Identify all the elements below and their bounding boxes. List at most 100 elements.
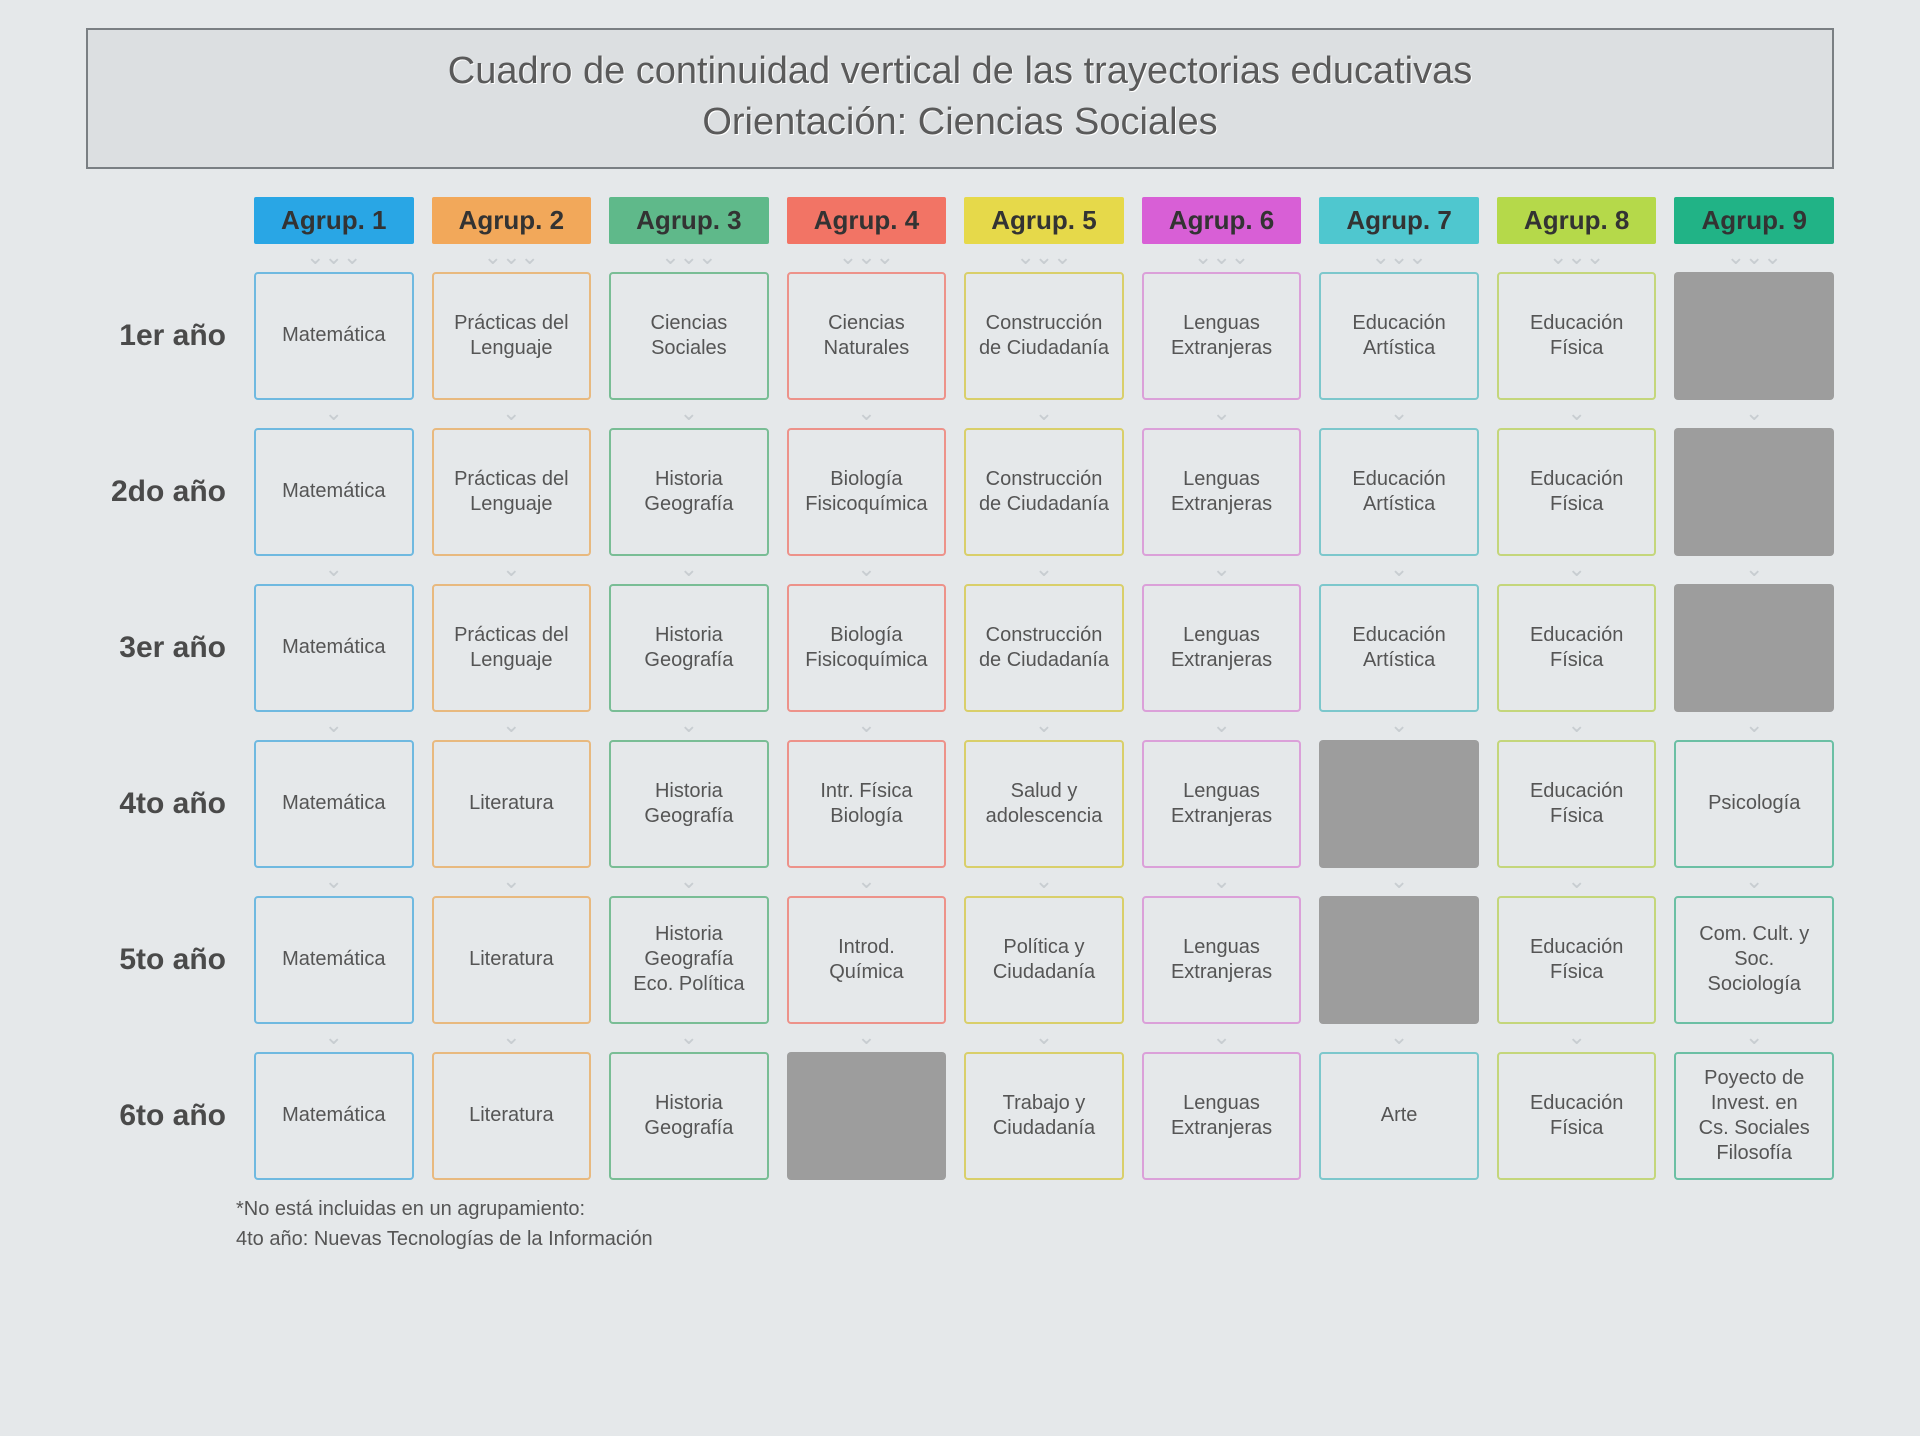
subject-cell: Com. Cult. y Soc. Sociología [1674,896,1834,1024]
subject-cell: Arte [1319,1052,1479,1180]
chevron-down-icon: ⌄ [432,712,592,740]
chevron-down-icon: ⌄ [964,868,1124,896]
subject-cell: Matemática [254,740,414,868]
subject-cell: Historia Geografía [609,1052,769,1180]
empty-cell [1674,272,1834,400]
title-line-2: Orientación: Ciencias Sociales [108,97,1812,148]
footnote: *No está incluidas en un agrupamiento: 4… [86,1194,1834,1254]
row-header: 3er año [86,631,236,665]
chevron-down-icon: ⌄ [1497,712,1657,740]
subject-cell: Matemática [254,896,414,1024]
chevron-down-icon: ⌄ [964,556,1124,584]
chevron-down-icon: ⌄ [609,400,769,428]
subject-cell: Historia Geografía [609,584,769,712]
chevron-down-icon: ⌄ [1497,556,1657,584]
chevron-down-icon: ⌄ [787,400,947,428]
title-line-1: Cuadro de continuidad vertical de las tr… [108,46,1812,97]
chevron-down-icon: ⌄ [254,1024,414,1052]
subject-cell: Prácticas del Lenguaje [432,428,592,556]
chevron-down-icon: ⌄ [1142,400,1302,428]
subject-cell: Historia Geografía [609,428,769,556]
subject-cell: Prácticas del Lenguaje [432,584,592,712]
chevron-down-icon: ⌄ [1319,712,1479,740]
subject-cell: Introd. Química [787,896,947,1024]
column-header: Agrup. 8 [1497,197,1657,244]
chevron-down-icon: ⌄ [1319,868,1479,896]
subject-cell: Lenguas Extranjeras [1142,740,1302,868]
subject-cell: Ciencias Sociales [609,272,769,400]
subject-cell: Matemática [254,428,414,556]
chevron-down-icon: ⌄ [787,556,947,584]
subject-cell: Educación Física [1497,740,1657,868]
chevron-down-icon: ⌄ [432,556,592,584]
curriculum-grid: Agrup. 1 Agrup. 2 Agrup. 3 Agrup. 4 Agrup. 5… [86,197,1834,1180]
column-header: Agrup. 6 [1142,197,1302,244]
subject-cell: Construcción de Ciudadanía [964,428,1124,556]
row-header: 1er año [86,319,236,353]
chevron-down-icon: ⌄ [1142,1024,1302,1052]
chevron-down-icon: ⌄ [1674,868,1834,896]
column-header: Agrup. 4 [787,197,947,244]
arrow-spacer [86,1037,236,1038]
chevron-down-icon: ⌄ [964,712,1124,740]
chevron-down-icon: ⌄ [1674,1024,1834,1052]
row-header: 5to año [86,943,236,977]
subject-cell: Literatura [432,896,592,1024]
chevron-down-icon: ⌄ [432,868,592,896]
column-header: Agrup. 3 [609,197,769,244]
empty-cell [1674,428,1834,556]
chevron-down-icon: ⌄ [432,400,592,428]
chevron-down-icon: ⌄ [609,1024,769,1052]
chevron-down-icon: ⌄⌄⌄ [609,244,769,272]
subject-cell: Salud y adolescencia [964,740,1124,868]
column-header: Agrup. 9 [1674,197,1834,244]
chevron-down-icon: ⌄ [609,556,769,584]
arrow-spacer [86,569,236,570]
empty-cell [1319,740,1479,868]
chevron-down-icon: ⌄⌄⌄ [432,244,592,272]
subject-cell: Educación Artística [1319,272,1479,400]
subject-cell: Matemática [254,584,414,712]
chevron-down-icon: ⌄ [1319,1024,1479,1052]
chevron-down-icon: ⌄ [787,1024,947,1052]
subject-cell: Trabajo y Ciudadanía [964,1052,1124,1180]
chevron-down-icon: ⌄ [1319,400,1479,428]
column-header: Agrup. 1 [254,197,414,244]
footnote-line-2: 4to año: Nuevas Tecnologías de la Inform… [236,1224,1834,1254]
chevron-down-icon: ⌄ [432,1024,592,1052]
subject-cell: Poyecto de Invest. en Cs. Sociales Filos… [1674,1052,1834,1180]
column-header: Agrup. 7 [1319,197,1479,244]
subject-cell: Psicología [1674,740,1834,868]
subject-cell: Prácticas del Lenguaje [432,272,592,400]
subject-cell: Educación Artística [1319,584,1479,712]
arrow-spacer [86,257,236,258]
subject-cell: Educación Física [1497,428,1657,556]
chevron-down-icon: ⌄ [1142,712,1302,740]
subject-cell: Política y Ciudadanía [964,896,1124,1024]
chevron-down-icon: ⌄ [1497,400,1657,428]
chevron-down-icon: ⌄ [609,712,769,740]
arrow-spacer [86,881,236,882]
chevron-down-icon: ⌄ [609,868,769,896]
column-header: Agrup. 2 [432,197,592,244]
chevron-down-icon: ⌄ [1142,868,1302,896]
subject-cell: Historia Geografía [609,740,769,868]
chevron-down-icon: ⌄ [787,868,947,896]
subject-cell: Historia Geografía Eco. Política [609,896,769,1024]
subject-cell: Matemática [254,272,414,400]
footnote-line-1: *No está incluidas en un agrupamiento: [236,1194,1834,1224]
chevron-down-icon: ⌄ [1674,556,1834,584]
chevron-down-icon: ⌄⌄⌄ [1142,244,1302,272]
subject-cell: Lenguas Extranjeras [1142,584,1302,712]
chevron-down-icon: ⌄⌄⌄ [254,244,414,272]
chevron-down-icon: ⌄⌄⌄ [1497,244,1657,272]
chevron-down-icon: ⌄⌄⌄ [787,244,947,272]
subject-cell: Literatura [432,1052,592,1180]
subject-cell: Lenguas Extranjeras [1142,272,1302,400]
column-header: Agrup. 5 [964,197,1124,244]
subject-cell: Lenguas Extranjeras [1142,428,1302,556]
subject-cell: Biología Fisicoquímica [787,428,947,556]
subject-cell: Educación Artística [1319,428,1479,556]
title-box: Cuadro de continuidad vertical de las tr… [86,28,1834,169]
empty-cell [1674,584,1834,712]
